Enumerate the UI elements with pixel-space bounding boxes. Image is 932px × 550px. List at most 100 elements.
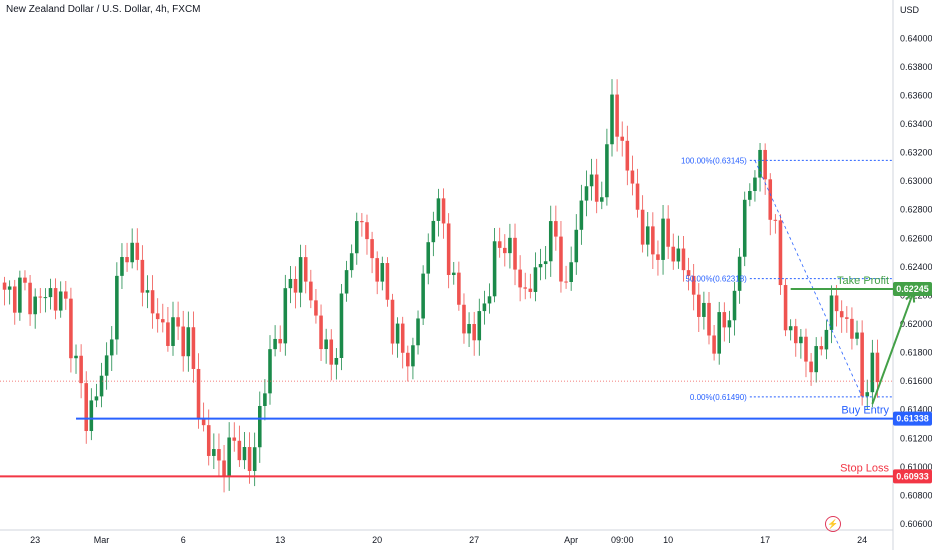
buy-entry-label: Buy Entry (841, 405, 889, 417)
candle-body (630, 170, 635, 184)
candle-body (732, 290, 737, 321)
candle-body (130, 242, 134, 263)
candle-body (839, 311, 844, 318)
candle-body (125, 257, 129, 263)
candle-body (7, 286, 12, 290)
candle-body (462, 304, 466, 334)
candle-body (303, 257, 308, 282)
candle-body (84, 383, 89, 432)
candle-body (696, 294, 701, 317)
candle-body (365, 222, 369, 240)
candle-body (533, 267, 538, 292)
candle-body (109, 339, 114, 356)
candle-body (712, 335, 716, 354)
candle-body (191, 327, 196, 369)
candle-body (783, 285, 788, 331)
candle-body (186, 327, 191, 357)
candle-body (232, 437, 237, 441)
candle-body (115, 275, 119, 340)
candle-body (681, 248, 686, 271)
y-tick-label: 0.61800 (900, 348, 932, 358)
y-tick-label: 0.60800 (900, 490, 932, 500)
candle-body (600, 197, 604, 202)
lightning-icon[interactable]: ⚡ (825, 516, 841, 532)
candle-body (625, 140, 630, 171)
candle-body (814, 346, 818, 373)
candle-body (513, 237, 517, 270)
candle-body (865, 392, 870, 397)
candle-body (237, 440, 242, 461)
y-tick-label: 0.62800 (900, 205, 932, 215)
candle-body (201, 418, 206, 426)
y-tick-label: 0.61200 (900, 433, 932, 443)
x-tick-label: 24 (857, 535, 867, 545)
candle-body (666, 218, 670, 247)
candle-body (12, 286, 17, 313)
candle-body (758, 149, 762, 178)
candle-body (584, 186, 589, 201)
candle-body (860, 332, 864, 397)
candle-body (528, 288, 533, 292)
candle-body (222, 460, 226, 477)
candle-body (645, 226, 650, 245)
candle-body (171, 317, 175, 346)
x-tick-label: Mar (94, 535, 110, 545)
candle-body (283, 288, 288, 344)
stop-loss-price-tag (893, 469, 932, 484)
candle-body (344, 270, 349, 294)
candle-body (727, 320, 732, 328)
candle-body (324, 339, 328, 350)
candle-body (206, 425, 211, 456)
candle-body (793, 326, 798, 344)
candle-body (824, 329, 829, 350)
candle-body (778, 220, 783, 286)
candle-body (671, 246, 676, 262)
candle-body (635, 183, 640, 210)
y-tick-label: 0.61000 (900, 462, 932, 472)
x-tick-label: 09:00 (611, 535, 634, 545)
fib-level-label: 100.00%(0.63145) (681, 156, 747, 165)
x-tick-label: 10 (663, 535, 673, 545)
candle-body (707, 302, 711, 336)
candle-body (431, 220, 436, 243)
candle-body (845, 317, 849, 319)
x-tick-label: 17 (760, 535, 770, 545)
candle-body (411, 345, 415, 367)
candle-body (48, 288, 53, 298)
candle-body (161, 319, 165, 323)
candle-body (676, 248, 681, 262)
candle-body (574, 229, 579, 263)
candle-body (748, 191, 752, 200)
candle-body (855, 332, 859, 339)
candle-body (74, 355, 78, 359)
y-tick-label: 0.62400 (900, 262, 932, 272)
candle-body (354, 221, 359, 254)
candle-body (28, 282, 32, 315)
candle-body (503, 247, 507, 254)
candle-body (385, 263, 390, 300)
candle-body (370, 239, 374, 259)
candle-body (2, 282, 7, 290)
candle-body (293, 278, 298, 293)
y-tick-label: 0.63800 (900, 62, 932, 72)
candle-body (559, 236, 563, 282)
candle-body (788, 326, 793, 331)
candle-body (656, 254, 660, 260)
y-tick-label: 0.61600 (900, 376, 932, 386)
candle-body (390, 299, 395, 344)
candle-body (23, 277, 27, 283)
candle-body (150, 290, 155, 314)
candle-body (548, 221, 553, 262)
candle-body (120, 257, 124, 276)
candle-body (691, 275, 696, 295)
candle-body (212, 449, 216, 456)
candle-body (870, 352, 875, 393)
fib-trend-line (754, 160, 863, 398)
candle-body (610, 94, 614, 145)
y-tick-label: 0.63400 (900, 119, 932, 129)
candle-body (508, 237, 512, 254)
candle-body (487, 296, 492, 304)
x-tick-label: 20 (372, 535, 382, 545)
candle-body (804, 336, 808, 362)
